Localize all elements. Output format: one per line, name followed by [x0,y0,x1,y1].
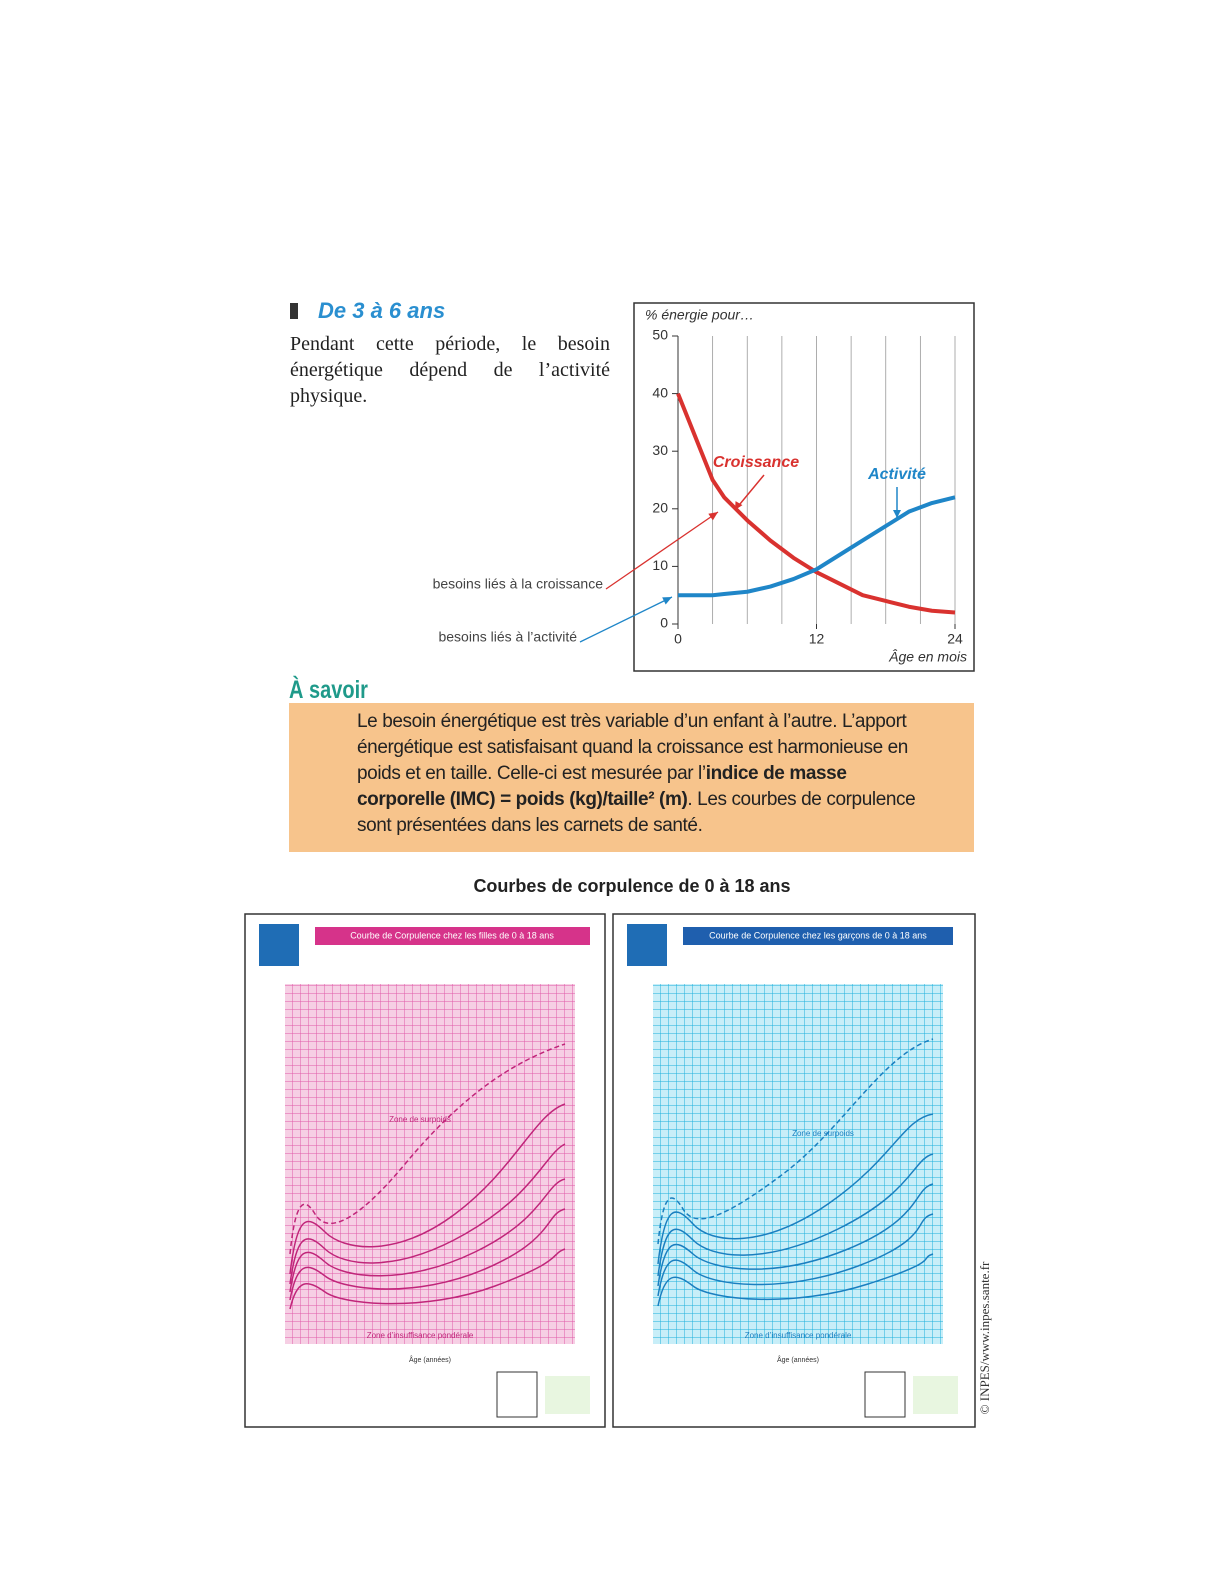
annotation-pointer [605,511,719,590]
y-axis-label: % énergie pour… [645,307,754,323]
series-label: Activité [867,466,926,483]
panel-title: Courbe de Corpulence chez les filles de … [350,930,554,940]
y-tick-label: 0 [660,615,668,631]
y-tick-label: 50 [652,327,668,343]
arrow-head [708,512,718,521]
corpulence-title: Courbes de corpulence de 0 à 18 ans [473,876,791,896]
series-line [676,392,956,615]
savoir-box [289,703,974,852]
curves [289,1043,566,1310]
x-tick-label: 24 [947,631,963,647]
arrow-head [662,597,672,605]
y-tick-label: 20 [652,500,668,516]
zone-label: Zone de surpoids [792,1129,854,1138]
section-text: Pendant cette période, le besoin énergét… [290,333,610,407]
x-axis-label: Âge (années) [777,1355,819,1364]
savoir-title: À savoir [289,676,368,704]
panel-girls: Courbe de Corpulence chez les filles de … [244,913,606,1428]
grid [653,984,943,1344]
text-run: . Les courbes de corpulence sont présent… [357,789,916,836]
y-tick-label: 30 [652,442,668,458]
annotation-pointer [579,596,673,643]
x-axis-label: Âge en mois [888,649,967,665]
curves [657,1038,934,1307]
y-tick-label: 40 [652,384,668,400]
annotation: besoins liés à l’activité [438,629,577,645]
x-axis-label: Âge (années) [409,1355,451,1364]
arrow-head [893,510,901,518]
title-bar [315,927,590,945]
logo [545,1376,590,1414]
y-tick-label: 10 [652,557,668,573]
x-tick-label: 0 [674,631,682,647]
savoir-text: Le besoin énergétique est très variable … [357,709,917,839]
title-bar [683,927,953,945]
panel-boys: Courbe de Corpulence chez les garçons de… [612,913,976,1428]
logo [496,1371,538,1418]
text-run: Le besoin énergétique est très variable … [357,711,908,784]
logo [259,924,299,966]
section-title: De 3 à 6 ans [290,298,445,324]
zone-label: Zone de surpoids [389,1115,451,1124]
series-label: Croissance [713,454,799,471]
chart: % énergie pour… Âge en mois 0 10 20 30 40 50 0… [433,302,975,672]
x-tick-label: 12 [809,631,825,647]
corpulence-figures: Courbe de Corpulence chez les filles de … [244,913,976,1428]
zone-label: Zone d’insuffisance pondérale [367,1331,474,1340]
chart-frame [633,302,975,672]
grid [285,984,575,1344]
logo [864,1371,906,1418]
series-line [678,495,956,598]
text-bold: indice de masse corporelle (IMC) = poids… [357,763,847,810]
logo [627,924,667,966]
logo [913,1376,958,1414]
panel-title: Courbe de Corpulence chez les garçons de… [709,930,927,940]
zone-label: Zone d’insuffisance pondérale [745,1331,852,1340]
arrow-head [735,501,743,510]
credit: © INPES/www.inpes.sante.fr [977,1261,992,1415]
annotation: besoins liés à la croissance [433,576,604,592]
